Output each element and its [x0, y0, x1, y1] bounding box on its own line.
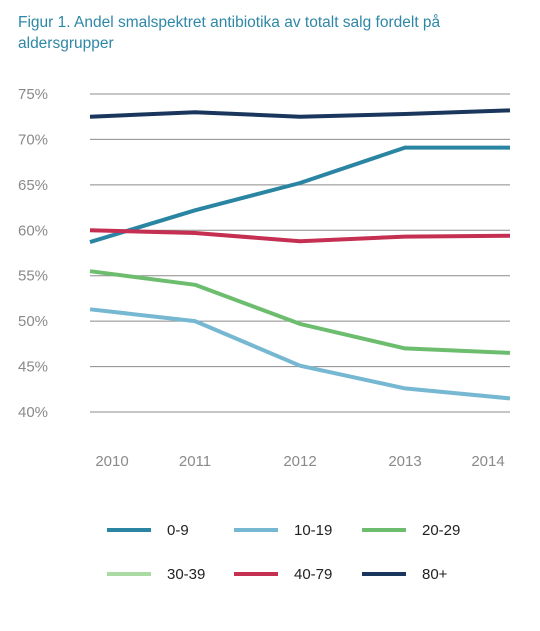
x-tick-label: 2010: [95, 453, 128, 470]
legend-label: 80+: [422, 566, 448, 583]
y-tick-label: 55%: [18, 268, 48, 285]
series-line-10-19: [89, 307, 511, 401]
legend-label: 10-19: [294, 522, 332, 539]
x-tick-label: 2012: [283, 453, 316, 470]
y-tick-label: 70%: [18, 131, 48, 148]
series-line-40-79: [89, 228, 511, 244]
series-line-80-: [89, 108, 511, 119]
y-axis-ticks: 75% 70% 65% 60% 55% 50% 45% 40%: [18, 86, 48, 421]
series-line-20-29: [89, 269, 511, 355]
x-tick-label: 2011: [179, 453, 211, 470]
legend-label: 40-79: [294, 566, 332, 583]
legend-label: 0-9: [167, 522, 189, 539]
series-lines: [89, 108, 511, 401]
legend-label: 30-39: [167, 566, 205, 583]
legend-label: 20-29: [422, 522, 460, 539]
y-tick-label: 45%: [18, 359, 48, 376]
x-axis-ticks: 2010 2011 2012 2013 2014: [95, 453, 504, 470]
y-tick-label: 40%: [18, 404, 48, 421]
x-tick-label: 2014: [471, 453, 504, 470]
y-tick-label: 60%: [18, 222, 48, 239]
x-tick-label: 2013: [388, 453, 421, 470]
legend: 0-9 10-19 20-29 30-39 40-79 80+: [107, 522, 460, 583]
y-tick-label: 65%: [18, 177, 48, 194]
y-tick-label: 75%: [18, 86, 48, 103]
y-tick-label: 50%: [18, 313, 48, 330]
chart-title: Figur 1. Andel smalspektret antibiotika …: [18, 14, 441, 52]
series-line-0-9: [89, 145, 510, 245]
